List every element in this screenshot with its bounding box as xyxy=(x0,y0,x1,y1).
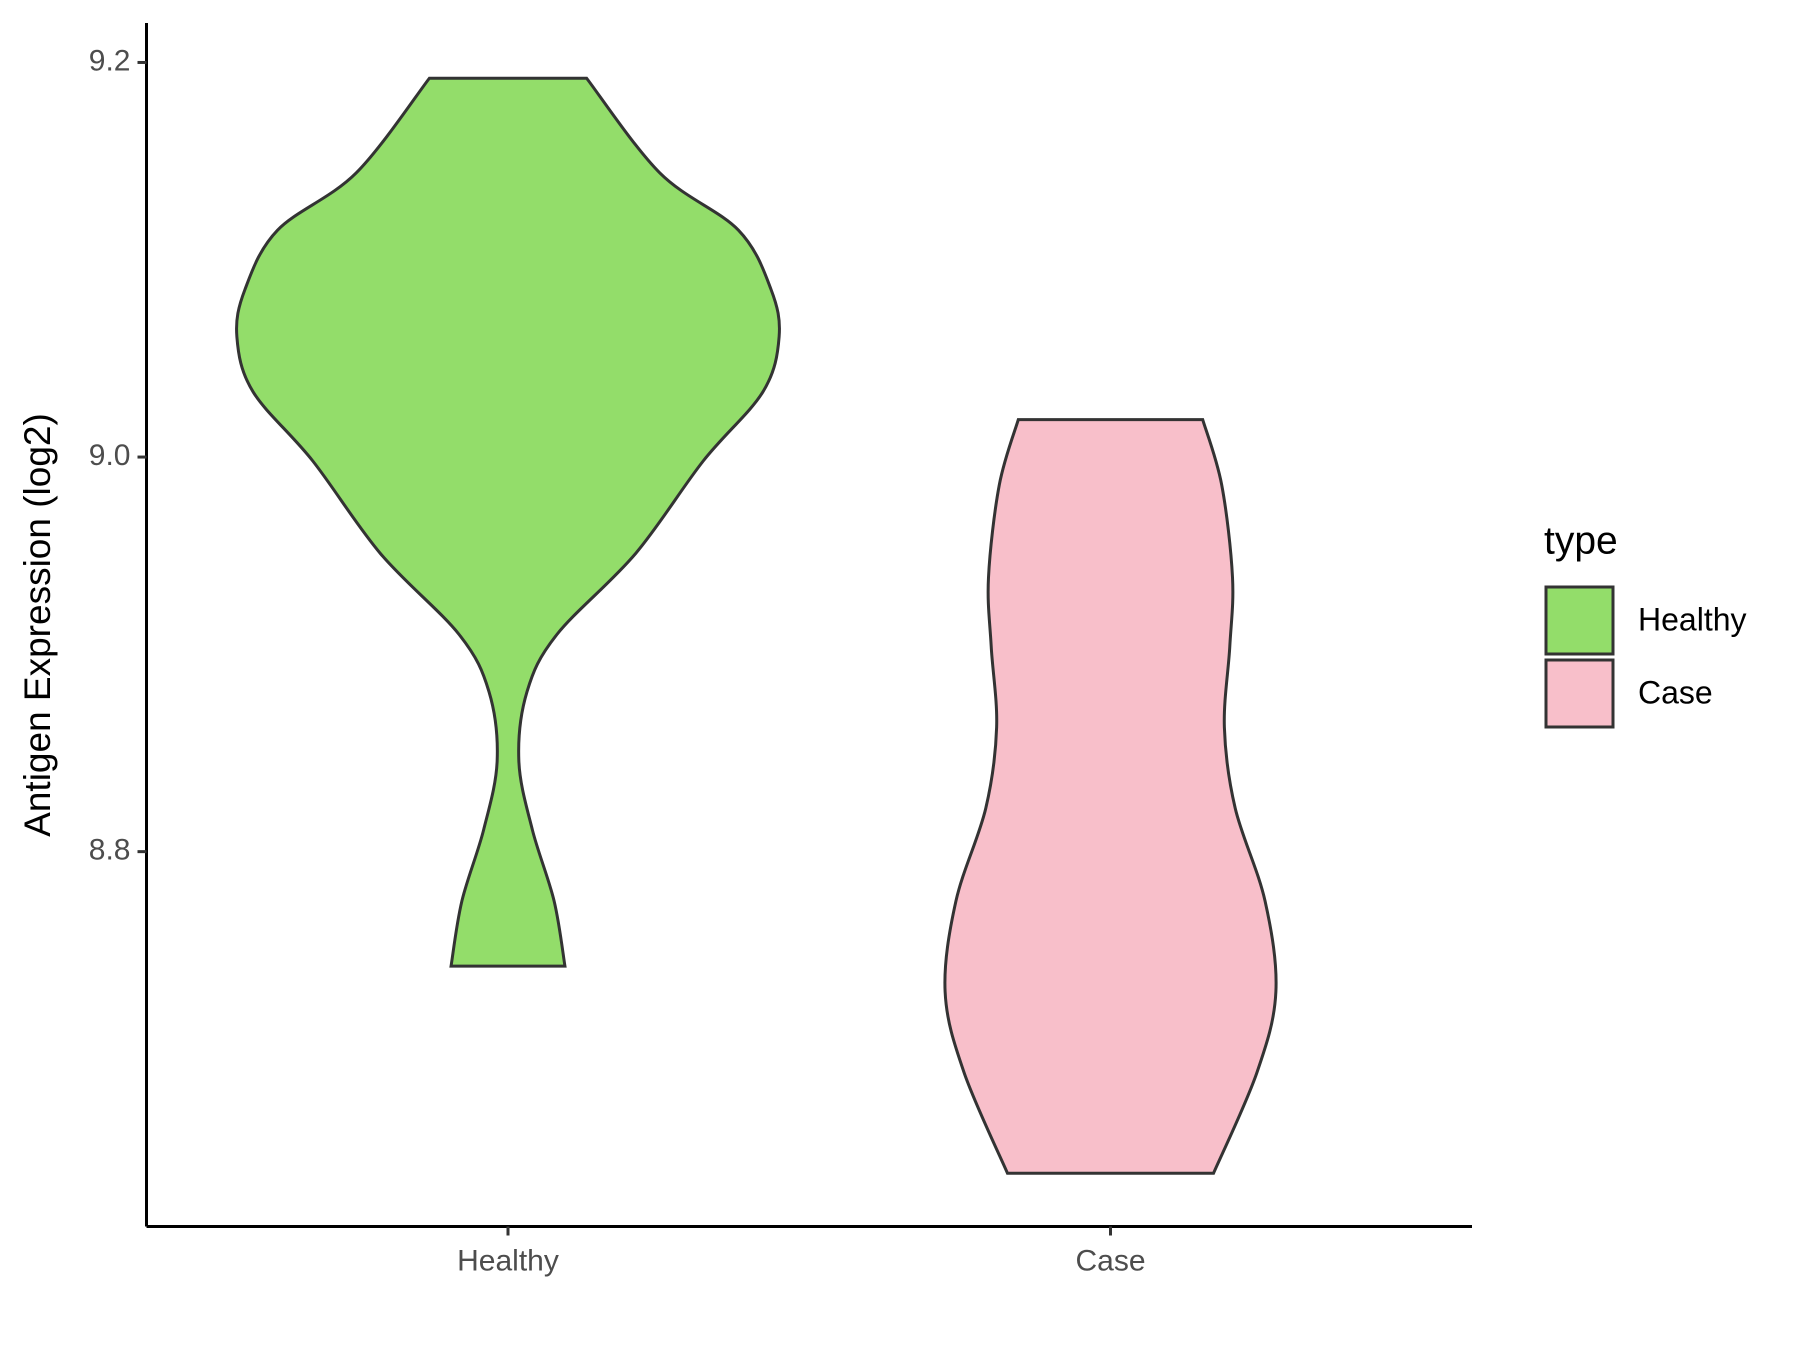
y-tick-label: 9.0 xyxy=(89,439,131,472)
legend-key xyxy=(1544,585,1615,656)
legend-label: Case xyxy=(1638,674,1713,710)
violin xyxy=(943,418,1278,1175)
y-tick-label: 9.2 xyxy=(89,44,131,77)
legend-label: Healthy xyxy=(1638,601,1747,637)
legend-title: type xyxy=(1544,519,1618,562)
x-tick-label: Case xyxy=(1075,1244,1145,1277)
legend-key xyxy=(1544,658,1615,729)
violin xyxy=(235,76,781,968)
y-axis-title: Antigen Expression (log2) xyxy=(17,413,58,837)
y-tick-label: 8.8 xyxy=(89,834,131,867)
x-tick-label: Healthy xyxy=(457,1244,559,1277)
